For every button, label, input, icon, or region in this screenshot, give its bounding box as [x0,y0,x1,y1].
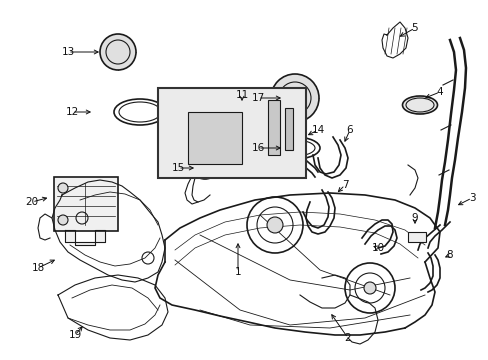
Circle shape [184,108,244,168]
Circle shape [204,128,224,148]
Circle shape [266,217,283,233]
Circle shape [287,91,302,105]
Text: 12: 12 [65,107,79,117]
Text: 20: 20 [25,197,39,207]
Text: 10: 10 [371,243,384,253]
Text: 5: 5 [411,23,417,33]
Text: 18: 18 [31,263,44,273]
Bar [187,112,242,164]
Text: 13: 13 [61,47,75,57]
Circle shape [191,151,219,179]
Text: 7: 7 [341,180,347,190]
Text: 14: 14 [311,125,324,135]
Bar [285,108,292,150]
Text: 2: 2 [344,333,350,343]
Bar [407,232,425,242]
Circle shape [270,74,318,122]
Circle shape [58,183,68,193]
Text: 11: 11 [235,90,248,100]
Circle shape [193,116,237,160]
Text: 4: 4 [436,87,443,97]
Polygon shape [65,230,105,245]
Text: 1: 1 [234,267,241,277]
Bar [267,100,280,155]
Text: 19: 19 [68,330,81,340]
Text: 6: 6 [346,125,353,135]
Text: 8: 8 [446,250,452,260]
Text: 3: 3 [468,193,474,203]
Text: 15: 15 [171,163,184,173]
Circle shape [100,34,136,70]
FancyBboxPatch shape [158,88,305,178]
Ellipse shape [402,96,437,114]
Circle shape [363,282,375,294]
Text: 9: 9 [411,213,417,223]
Text: 16: 16 [251,143,264,153]
Text: 17: 17 [251,93,264,103]
FancyBboxPatch shape [54,177,118,231]
Circle shape [58,215,68,225]
